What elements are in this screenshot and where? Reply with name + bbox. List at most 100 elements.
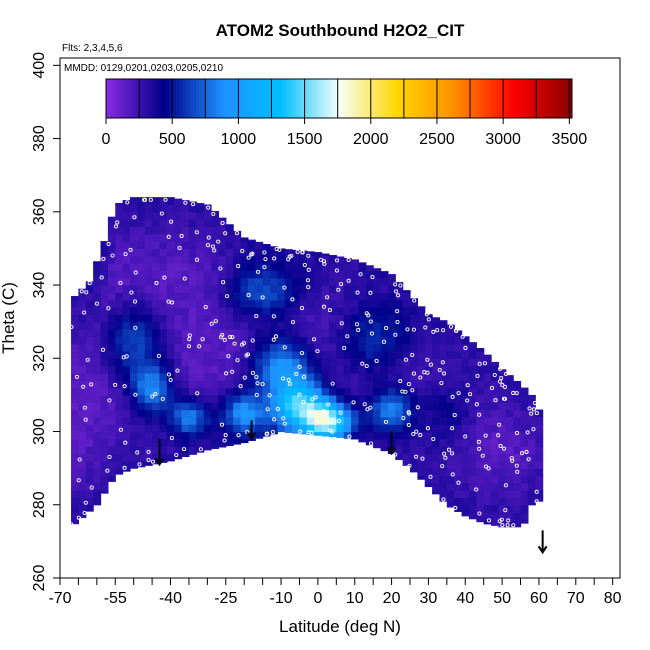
heatmap-cell	[240, 343, 249, 352]
heatmap-cell	[152, 285, 161, 293]
heatmap-cell	[218, 217, 227, 220]
sample-point	[374, 358, 379, 363]
heatmap-cell	[247, 358, 256, 367]
y-tick-label: 360	[31, 198, 48, 225]
heatmap-cell	[277, 314, 286, 323]
heatmap-cell	[351, 365, 360, 374]
heatmap-cell	[137, 277, 146, 286]
heatmap-cell	[107, 336, 116, 345]
sample-point	[412, 298, 417, 303]
heatmap-cell	[181, 394, 190, 403]
heatmap-cell	[491, 409, 500, 418]
heatmap-cell	[144, 292, 153, 301]
x-tick-label: -55	[104, 590, 127, 607]
colorbar-segment	[285, 79, 290, 118]
heatmap-cell	[468, 409, 477, 418]
colorbar-segment	[129, 79, 134, 118]
sample-point	[210, 244, 216, 249]
heatmap-cell	[358, 372, 367, 381]
heatmap-cell	[513, 512, 522, 520]
heatmap-cell	[432, 482, 441, 491]
heatmap-cell	[417, 409, 426, 418]
heatmap-cell	[122, 372, 131, 381]
heatmap-cell	[343, 431, 352, 439]
heatmap-cell	[336, 292, 345, 301]
colorbar-segment	[418, 79, 423, 118]
heatmap-cell	[255, 270, 264, 279]
heatmap-cell	[535, 468, 544, 477]
heatmap-cell	[122, 270, 131, 279]
sample-point	[74, 374, 79, 379]
heatmap-cell	[174, 285, 183, 293]
heatmap-cell	[284, 416, 293, 425]
heatmap-cell	[188, 307, 197, 315]
heatmap-cell	[373, 314, 382, 323]
sample-point	[368, 405, 373, 410]
heatmap-cell	[410, 394, 418, 403]
sample-point	[369, 331, 374, 336]
heatmap-cell	[93, 394, 102, 403]
heatmap-cell	[299, 350, 308, 359]
heatmap-cell	[78, 438, 87, 447]
heatmap-cell	[476, 453, 485, 462]
sample-point	[115, 220, 120, 225]
heatmap-cell	[402, 336, 411, 345]
heatmap-cell	[196, 446, 205, 453]
heatmap-cell	[159, 248, 168, 257]
heatmap-cell	[107, 248, 116, 257]
heatmap-cell	[299, 277, 308, 286]
heatmap-cell	[137, 365, 146, 374]
heatmap-cell	[358, 350, 367, 359]
flights-note: Flts: 2,3,4,5,6	[62, 43, 123, 54]
sample-point	[290, 320, 296, 325]
heatmap-cell	[424, 424, 433, 433]
heatmap-cell	[181, 263, 190, 271]
heatmap-cell	[115, 394, 124, 403]
heatmap-cell	[122, 431, 131, 440]
heatmap-cell	[365, 350, 374, 359]
heatmap-cell	[240, 394, 249, 403]
heatmap-cell	[233, 380, 242, 389]
heatmap-cell	[144, 416, 153, 425]
heatmap-cell	[107, 255, 116, 264]
heatmap-cell	[218, 285, 227, 293]
heatmap-cell	[535, 490, 544, 499]
sample-point	[534, 411, 539, 416]
colorbar-segment	[365, 79, 370, 118]
heatmap-cell	[240, 255, 249, 264]
heatmap-cell	[255, 336, 264, 345]
heatmap-cell	[505, 402, 514, 411]
heatmap-cell	[78, 365, 87, 374]
sample-point	[336, 419, 341, 424]
heatmap-cell	[476, 387, 485, 396]
heatmap-cell	[498, 402, 507, 411]
heatmap-cell	[152, 219, 161, 228]
sample-point	[281, 416, 286, 421]
colorbar-segment	[382, 79, 387, 118]
heatmap-cell	[71, 350, 80, 359]
heatmap-cell	[439, 416, 448, 425]
heatmap-cell	[78, 336, 87, 345]
heatmap-cell	[476, 365, 485, 374]
heatmap-cell	[137, 307, 146, 315]
heatmap-cell	[410, 387, 418, 396]
heatmap-cell	[314, 336, 323, 345]
heatmap-cell	[130, 314, 138, 323]
sample-point	[370, 274, 375, 280]
heatmap-cell	[292, 263, 301, 271]
colorbar-segment	[465, 79, 470, 118]
heatmap-cell	[225, 277, 234, 286]
heatmap-cell	[365, 307, 374, 315]
heatmap-cell	[270, 372, 278, 381]
colorbar-segment	[145, 79, 150, 118]
heatmap-cell	[122, 365, 131, 374]
sample-point	[354, 322, 360, 327]
sample-point	[339, 321, 344, 326]
heatmap-cell	[181, 299, 190, 308]
heatmap-cell	[93, 490, 102, 499]
heatmap-cell	[439, 380, 448, 389]
heatmap-cell	[328, 285, 337, 293]
heatmap-cell	[277, 365, 286, 374]
heatmap-cell	[351, 358, 360, 367]
heatmap-cell	[299, 321, 308, 330]
